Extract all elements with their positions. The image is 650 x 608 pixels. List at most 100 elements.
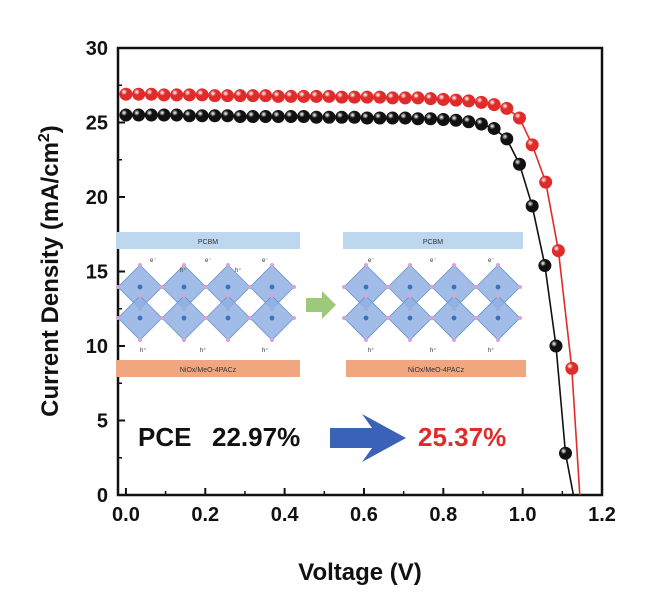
inset-after-panel: PCBM NiOx/MeO-4PACz e⁻ e⁻ e⁻ h⁺ h⁺ h⁺ bbox=[342, 232, 526, 377]
data-point bbox=[559, 446, 573, 460]
b-site-atom bbox=[137, 284, 143, 290]
svg-text:h⁺: h⁺ bbox=[200, 347, 207, 354]
b-site-atom bbox=[363, 284, 369, 290]
data-point bbox=[170, 108, 184, 122]
data-point bbox=[208, 109, 222, 123]
data-point bbox=[322, 89, 336, 103]
halide-atom bbox=[518, 316, 522, 320]
x-axis-title: Voltage (V) bbox=[298, 559, 422, 586]
data-point bbox=[347, 90, 361, 104]
inset-schematic: PCBM NiOx/MeO-4PACz e⁻ h⁺ e⁻ h⁺ e⁻ h⁺ h⁺… bbox=[116, 232, 526, 377]
halide-atom bbox=[386, 316, 390, 320]
data-point bbox=[512, 111, 526, 125]
data-point bbox=[208, 89, 222, 103]
halide-atom bbox=[496, 263, 500, 267]
data-point bbox=[220, 109, 234, 123]
halide-atom bbox=[518, 285, 522, 289]
data-point bbox=[436, 113, 450, 127]
svg-text:e⁻: e⁻ bbox=[488, 258, 495, 264]
perovskite-octahedra-right bbox=[342, 263, 522, 342]
data-point bbox=[246, 110, 260, 124]
data-point bbox=[360, 90, 374, 104]
data-point bbox=[512, 157, 526, 171]
pce-before-value: 22.97% bbox=[212, 422, 300, 452]
halide-atom bbox=[160, 285, 164, 289]
series-1 bbox=[119, 87, 581, 496]
y-tick-label: 30 bbox=[86, 38, 108, 60]
x-tick-label: 0.4 bbox=[271, 504, 300, 526]
svg-text:h⁺: h⁺ bbox=[262, 347, 269, 354]
data-point bbox=[132, 108, 146, 122]
data-point bbox=[436, 92, 450, 106]
halide-atom bbox=[204, 285, 208, 289]
svg-text:e⁻: e⁻ bbox=[262, 258, 269, 264]
data-point bbox=[309, 110, 323, 124]
y-axis-ticks: 0 5 10 15 20 25 30 bbox=[86, 38, 125, 507]
svg-text:e⁻: e⁻ bbox=[150, 258, 157, 264]
halide-atom bbox=[182, 338, 186, 342]
x-tick-label: 1.0 bbox=[509, 504, 537, 526]
svg-text:e⁻: e⁻ bbox=[368, 258, 375, 264]
data-point bbox=[525, 199, 539, 213]
b-site-atom bbox=[451, 315, 457, 321]
b-site-atom bbox=[495, 315, 501, 321]
halide-atom bbox=[226, 294, 230, 298]
data-point bbox=[297, 89, 311, 103]
b-site-atom bbox=[269, 284, 275, 290]
halide-atom bbox=[292, 316, 296, 320]
data-point bbox=[539, 175, 553, 189]
b-site-atom bbox=[451, 284, 457, 290]
halide-atom bbox=[138, 263, 142, 267]
svg-text:e⁻: e⁻ bbox=[205, 258, 212, 264]
data-point bbox=[386, 111, 400, 125]
data-point bbox=[220, 89, 234, 103]
b-site-atom bbox=[495, 284, 501, 290]
x-tick-label: 0.8 bbox=[429, 504, 457, 526]
b-site-atom bbox=[225, 315, 231, 321]
data-point bbox=[398, 111, 412, 125]
data-point bbox=[500, 101, 514, 115]
b-site-atom bbox=[269, 315, 275, 321]
halide-atom bbox=[116, 316, 120, 320]
data-point bbox=[246, 89, 260, 103]
data-point bbox=[347, 110, 361, 124]
carrier-labels-right: e⁻ e⁻ e⁻ h⁺ h⁺ h⁺ bbox=[368, 258, 495, 354]
halide-atom bbox=[270, 294, 274, 298]
halide-atom bbox=[292, 285, 296, 289]
halide-atom bbox=[248, 285, 252, 289]
data-point bbox=[449, 93, 463, 107]
pce-label: PCE bbox=[138, 422, 191, 452]
data-point bbox=[233, 110, 247, 124]
htl-label-right: NiOx/MeO-4PACz bbox=[408, 367, 465, 374]
carrier-labels-left: e⁻ h⁺ e⁻ h⁺ e⁻ h⁺ h⁺ h⁺ bbox=[140, 258, 269, 354]
y-tick-label: 0 bbox=[97, 485, 108, 507]
inset-before-panel: PCBM NiOx/MeO-4PACz e⁻ h⁺ e⁻ h⁺ e⁻ h⁺ h⁺… bbox=[116, 232, 300, 377]
pcbm-layer-left bbox=[116, 232, 300, 249]
data-point bbox=[157, 108, 171, 122]
data-point bbox=[119, 87, 133, 101]
halide-atom bbox=[474, 285, 478, 289]
htl-layer-left bbox=[116, 360, 300, 377]
data-point bbox=[411, 91, 425, 105]
data-point bbox=[195, 109, 209, 123]
data-point bbox=[487, 98, 501, 112]
halide-atom bbox=[182, 263, 186, 267]
b-site-atom bbox=[137, 315, 143, 321]
b-site-atom bbox=[407, 315, 413, 321]
data-point bbox=[549, 339, 563, 353]
data-point bbox=[411, 112, 425, 126]
y-tick-label: 15 bbox=[86, 262, 108, 284]
transition-arrow bbox=[306, 291, 336, 319]
data-point bbox=[462, 115, 476, 129]
b-site-atom bbox=[225, 284, 231, 290]
b-site-atom bbox=[363, 315, 369, 321]
perovskite-octahedra-left bbox=[116, 263, 296, 342]
data-point bbox=[474, 95, 488, 109]
data-point bbox=[259, 89, 273, 103]
series-layer bbox=[119, 87, 581, 496]
halide-atom bbox=[182, 294, 186, 298]
data-point bbox=[538, 259, 552, 273]
data-point bbox=[474, 117, 488, 131]
halide-atom bbox=[364, 263, 368, 267]
halide-atom bbox=[116, 285, 120, 289]
